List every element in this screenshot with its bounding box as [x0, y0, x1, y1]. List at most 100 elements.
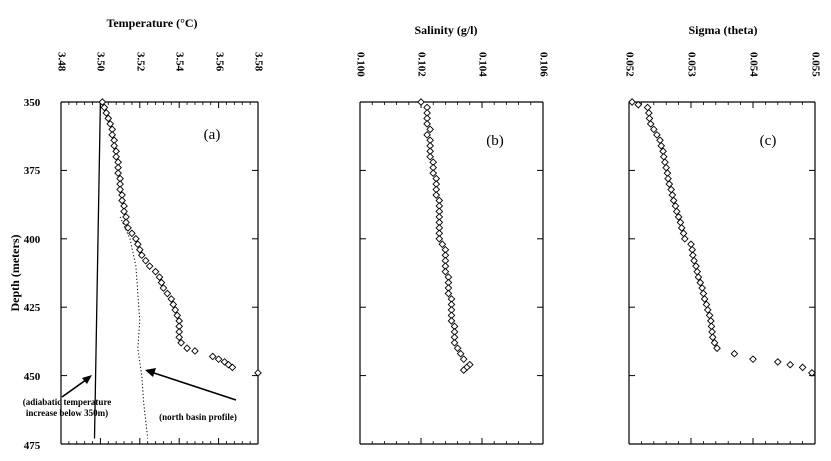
- data-point-diamond: [112, 152, 120, 161]
- data-point-diamond: [141, 256, 150, 265]
- adiabatic-annotation-line-1: (adiabatic temperature: [23, 397, 112, 407]
- data-point-diamond: [634, 100, 643, 109]
- data-point-diamond: [110, 141, 119, 150]
- x-tick-label: 3.48: [55, 52, 67, 72]
- data-point-diamond: [145, 262, 154, 270]
- data-point-diamond: [653, 130, 661, 139]
- data-point-diamond: [116, 185, 124, 194]
- x-tick-label: 0.100: [354, 52, 366, 77]
- data-point-diamond: [426, 125, 434, 134]
- data-point-diamond: [708, 333, 717, 342]
- data-point-diamond: [668, 191, 677, 199]
- x-tick-label: 3.58: [252, 52, 264, 72]
- y-tick-label: 475: [24, 440, 41, 452]
- temperature-title: Temperature (°C): [106, 16, 197, 30]
- data-point-diamond: [177, 338, 186, 347]
- data-point-diamond: [669, 196, 678, 205]
- x-tick-label: 0.102: [415, 52, 427, 77]
- adiabatic-annotation-line-2: increase below 350m): [26, 408, 108, 418]
- data-point-diamond: [663, 169, 672, 177]
- x-tick-label: 3.50: [94, 52, 106, 72]
- data-point-diamond: [171, 306, 180, 314]
- data-point-diamond: [680, 234, 689, 243]
- sigma-title: Sigma (theta): [689, 23, 758, 37]
- north-basin-profile-line: [119, 216, 149, 439]
- data-point-diamond: [438, 240, 447, 249]
- data-point-diamond: [687, 240, 695, 249]
- data-point-diamond: [124, 224, 132, 232]
- sigma-plot-area: [628, 98, 816, 445]
- data-point-diamond: [432, 191, 441, 199]
- data-point-diamond: [208, 352, 217, 361]
- data-point-diamond: [173, 311, 182, 320]
- data-point-diamond: [649, 125, 658, 134]
- data-point-diamond: [118, 196, 126, 205]
- sigma-x-tick-labels: 0.052 0.053 0.054 0.055: [623, 52, 821, 77]
- data-point-diamond: [708, 327, 716, 336]
- data-point-diamond: [694, 273, 703, 281]
- x-tick-label: 0.054: [747, 52, 759, 77]
- data-point-diamond: [122, 218, 130, 227]
- data-point-diamond: [98, 98, 107, 106]
- data-point-diamond: [703, 306, 712, 314]
- data-point-diamond: [108, 130, 117, 139]
- data-point-diamond: [459, 355, 468, 364]
- data-point-diamond: [459, 366, 468, 374]
- data-point-diamond: [423, 120, 431, 128]
- data-point-diamond: [693, 267, 702, 276]
- data-point-diamond: [435, 234, 444, 243]
- y-tick-label: 425: [24, 302, 41, 314]
- data-point-diamond: [645, 109, 653, 117]
- data-point-diamond: [417, 98, 425, 106]
- data-point-diamond: [700, 295, 709, 303]
- data-point-diamond: [456, 349, 465, 358]
- data-point-diamond: [713, 344, 721, 353]
- data-point-diamond: [151, 267, 160, 276]
- data-point-diamond: [661, 158, 669, 167]
- data-point-diamond: [707, 322, 716, 331]
- data-point-diamond: [167, 295, 176, 303]
- temperature-plot-area: [60, 98, 262, 445]
- data-point-diamond: [135, 245, 144, 254]
- data-point-diamond: [120, 207, 128, 216]
- data-point-diamond: [183, 344, 191, 353]
- x-tick-label: 0.106: [537, 52, 549, 77]
- data-point-diamond: [688, 245, 697, 254]
- north-basin-arrowhead: [145, 368, 156, 377]
- adiabatic-line: [93, 101, 102, 439]
- data-point-diamond: [773, 358, 782, 366]
- adiabatic-arrowhead: [82, 375, 92, 384]
- data-point-diamond: [659, 152, 668, 161]
- data-point-diamond: [133, 240, 142, 249]
- data-point-diamond: [674, 213, 683, 221]
- data-point-diamond: [155, 273, 164, 281]
- north-basin-arrow: [150, 371, 237, 401]
- data-point-diamond: [114, 169, 122, 177]
- data-point-diamond: [157, 278, 166, 287]
- data-point-diamond: [696, 278, 705, 287]
- y-tick-label: 400: [24, 234, 41, 246]
- x-tick-label: 0.052: [623, 52, 635, 77]
- x-tick-label: 3.52: [134, 52, 146, 72]
- x-tick-label: 0.053: [685, 52, 697, 77]
- data-point-diamond: [645, 114, 654, 123]
- data-point-diamond: [169, 300, 178, 309]
- panel-salinity: Salinity (g/l) 0.100 0.102 0.104 0.106 (…: [354, 23, 549, 445]
- data-point-diamond: [441, 267, 450, 276]
- data-point-diamond: [699, 289, 708, 298]
- panel-label-b: (b): [486, 133, 504, 149]
- data-point-diamond: [163, 289, 172, 298]
- data-point-diamond: [786, 360, 795, 369]
- x-tick-label: 0.055: [809, 52, 821, 77]
- panel-label-c: (c): [760, 133, 777, 149]
- data-point-diamond: [159, 284, 168, 292]
- data-point-diamond: [664, 174, 672, 183]
- data-point-diamond: [132, 234, 140, 243]
- data-point-diamond: [730, 349, 739, 358]
- panel-label-a: (a): [204, 127, 221, 143]
- depth-tick-labels: 350 375 400 425 450 475: [24, 97, 41, 452]
- salinity-x-tick-labels: 0.100 0.102 0.104 0.106: [354, 52, 549, 77]
- adiabatic-annotation: (adiabatic temperature increase below 35…: [23, 375, 112, 418]
- data-point-diamond: [657, 141, 666, 150]
- data-point-diamond: [444, 289, 453, 298]
